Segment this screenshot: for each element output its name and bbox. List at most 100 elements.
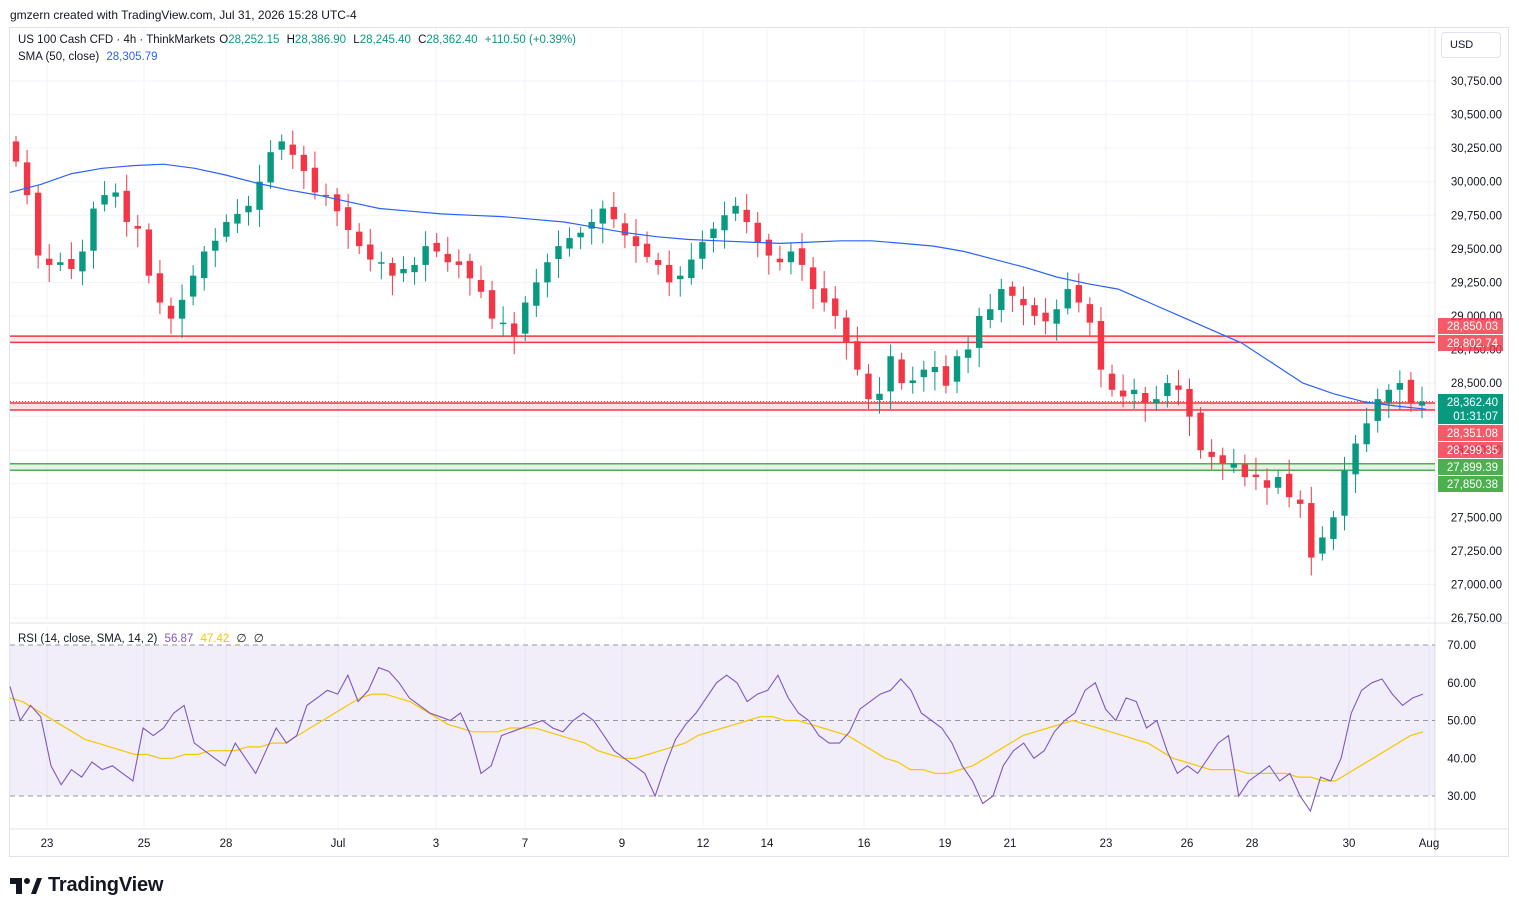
candle-body	[688, 259, 695, 279]
candle-body	[12, 141, 20, 162]
resistance-zone-fill	[10, 336, 1435, 343]
candle-body	[123, 190, 130, 222]
candle-body	[643, 243, 651, 257]
rsi-tick-label: 50.00	[1447, 716, 1476, 728]
candle-body	[1396, 383, 1404, 390]
candle-body	[721, 215, 728, 231]
time-tick-label: 28	[220, 838, 233, 850]
candle-body	[887, 356, 894, 392]
rsi-label[interactable]: RSI (14, close, SMA, 14, 2)	[18, 633, 158, 645]
candles	[12, 130, 1426, 576]
candle-body	[355, 231, 363, 247]
candle-body	[998, 289, 1005, 311]
candle-body	[1064, 289, 1071, 309]
sma-line	[9, 163, 1427, 410]
candle-body	[765, 239, 773, 256]
candle-body	[665, 264, 673, 283]
time-axis: 23 25 28 Jul 3 7 9 12 14 16 19 21 23 26 28 30 Aug	[41, 838, 1440, 850]
brand: TradingView	[10, 874, 163, 897]
price-tick-label: 29,500.00	[1451, 244, 1502, 256]
candle-body	[101, 195, 108, 205]
candle-body	[599, 208, 606, 224]
candle-body	[953, 356, 961, 382]
candle-body	[732, 205, 739, 214]
price-label-resistance: 28,850.03	[1447, 321, 1498, 333]
time-tick-label: 3	[433, 838, 439, 850]
candle-body	[1352, 443, 1359, 475]
ohlc-legend: US 100 Cash CFD · 4h · ThinkMarkets O 28,2…	[18, 34, 580, 46]
candle-body	[1374, 399, 1381, 421]
rsi-sma-line	[9, 693, 1424, 782]
time-tick-label: 19	[939, 838, 952, 850]
candle-body	[920, 369, 928, 378]
candle-body	[632, 236, 640, 247]
candle-body	[820, 288, 828, 303]
candle-body	[1230, 463, 1237, 468]
candle-body	[300, 154, 308, 171]
candle-body	[610, 206, 618, 220]
price-label-bg	[1438, 425, 1503, 441]
price-tick-label: 30,250.00	[1451, 143, 1502, 155]
time-tick-label: 25	[138, 838, 151, 850]
low-value: 28,245.40	[359, 34, 411, 46]
candle-body	[167, 305, 175, 319]
candle-body	[68, 259, 75, 269]
candle-body	[1164, 383, 1171, 396]
sma-legend: SMA (50, close) 28,305.79	[18, 51, 162, 63]
high-value: 28,386.90	[294, 34, 347, 46]
open-label: O	[219, 34, 229, 46]
price-tick-label: 29,250.00	[1451, 277, 1502, 289]
sma-label[interactable]: SMA (50, close)	[18, 51, 100, 63]
change-value: +110.50 (+0.39%)	[484, 34, 576, 46]
candle-body	[378, 262, 385, 264]
candle-body	[1142, 392, 1149, 404]
price-label-bg	[1438, 459, 1503, 475]
candle-body	[189, 275, 197, 297]
candle-body	[1297, 499, 1304, 504]
price-label-support: 27,899.39	[1447, 462, 1498, 474]
candle-body	[389, 263, 396, 276]
candle-body	[964, 349, 972, 358]
low-label: L	[353, 34, 360, 46]
tradingview-logo-icon	[10, 877, 42, 894]
price-label-support: 27,850.38	[1447, 479, 1498, 491]
candle-body	[90, 208, 97, 251]
price-label-bg	[1438, 335, 1503, 351]
price-tick-label: 30,500.00	[1451, 110, 1502, 122]
candle-body	[522, 302, 529, 334]
candle-body	[942, 366, 950, 386]
candle-body	[1009, 286, 1016, 296]
price-label-bg	[1438, 442, 1503, 458]
candle-body	[267, 152, 274, 183]
attribution-text: gmzern created with TradingView.com, Jul…	[10, 8, 357, 22]
candle-body	[909, 380, 916, 384]
price-label-bg	[1438, 394, 1503, 410]
price-tick-label: 27,000.00	[1451, 579, 1502, 591]
candle-body	[34, 192, 42, 256]
candle-body	[278, 141, 285, 150]
candle-body	[245, 205, 252, 213]
symbol-title[interactable]: US 100 Cash CFD · 4h · ThinkMarkets	[18, 34, 216, 46]
time-tick-label: 12	[697, 838, 710, 850]
time-tick-label: 16	[858, 838, 871, 850]
rsi-tick-label: 60.00	[1447, 678, 1476, 690]
rsi-extra-1: ∅	[236, 633, 247, 645]
candle-body	[1042, 312, 1049, 322]
time-tick-label: 30	[1343, 838, 1356, 850]
candle-body	[223, 221, 230, 237]
candle-body	[699, 242, 706, 259]
candle-body	[1153, 399, 1160, 404]
candle-body	[256, 181, 263, 210]
candle-body	[311, 167, 319, 193]
price-tick-label: 29,750.00	[1451, 210, 1502, 222]
candle-body	[854, 341, 861, 370]
candle-body	[566, 238, 573, 249]
rsi-tick-label: 70.00	[1447, 640, 1476, 652]
candle-body	[488, 290, 496, 319]
candle-body	[1330, 517, 1337, 540]
rsi-value: 56.87	[164, 633, 194, 645]
currency-button[interactable]: USD	[1441, 32, 1501, 58]
candle-body	[1097, 321, 1105, 370]
candle-body	[466, 260, 474, 279]
